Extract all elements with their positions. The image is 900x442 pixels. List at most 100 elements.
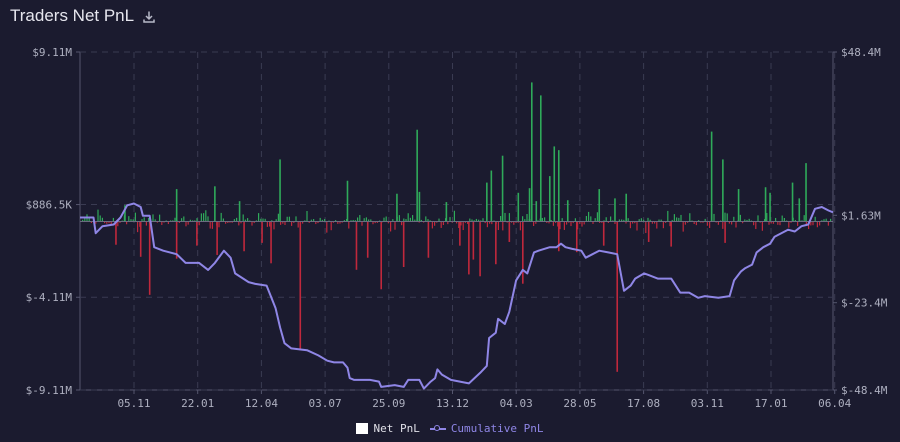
net-pnl-bar-positive [143, 217, 145, 222]
net-pnl-bar-negative [108, 221, 110, 224]
net-pnl-bar-negative [355, 221, 358, 270]
net-pnl-bar-positive [99, 215, 101, 222]
net-pnl-bar-positive [405, 219, 407, 222]
net-pnl-bar-positive [449, 217, 451, 222]
net-pnl-bar-positive [183, 216, 185, 222]
net-pnl-bar-positive [445, 202, 448, 222]
net-pnl-bar-negative [458, 221, 460, 229]
net-pnl-bar-positive [385, 216, 387, 222]
net-pnl-bar-positive [101, 217, 103, 222]
net-pnl-bar-negative [431, 221, 433, 229]
net-pnl-bar-negative [724, 221, 726, 243]
net-pnl-bar-negative [238, 221, 240, 226]
net-pnl-bar-positive [658, 219, 660, 222]
net-pnl-bar-positive [750, 220, 752, 222]
net-pnl-bar-negative [682, 221, 684, 232]
x-tick-label: 25.09 [372, 397, 405, 410]
download-icon[interactable] [142, 9, 156, 23]
net-pnl-bar-negative [651, 221, 653, 224]
net-pnl-bar-negative [557, 221, 560, 252]
net-pnl-bar-positive [830, 218, 832, 222]
net-pnl-bar-negative [243, 221, 245, 252]
net-pnl-bar-positive [277, 213, 279, 222]
legend-item-cumulative-pnl[interactable]: Cumulative PnL [429, 422, 544, 435]
net-pnl-bar-negative [634, 221, 636, 224]
net-pnl-bar-positive [493, 220, 495, 222]
cumulative-pnl-line [80, 202, 834, 390]
net-pnl-bar-negative [759, 221, 761, 223]
net-pnl-bar-negative [761, 221, 763, 231]
net-pnl-bar-negative [506, 221, 508, 223]
net-pnl-bar-positive [764, 187, 767, 222]
net-pnl-bar-negative [348, 221, 350, 229]
net-pnl-bar-positive [328, 220, 330, 222]
net-pnl-bar-positive [689, 213, 691, 222]
net-pnl-bar-negative [517, 221, 519, 223]
y-left-tick-label: $-9.11M [26, 384, 73, 397]
net-pnl-bar-negative [119, 221, 121, 223]
y-right-tick-label: $1.63M [841, 209, 881, 222]
net-pnl-bar-negative [805, 221, 807, 225]
x-tick-label: 04.03 [500, 397, 533, 410]
net-pnl-bar-negative [390, 221, 392, 232]
net-pnl-bar-negative [502, 221, 504, 231]
x-tick-label: 03.07 [309, 397, 342, 410]
net-pnl-bar-negative [117, 221, 119, 227]
net-pnl-bar-positive [306, 211, 308, 222]
net-pnl-bar-positive [420, 219, 422, 222]
net-pnl-bar-negative [753, 221, 755, 226]
net-pnl-bar-positive [220, 212, 222, 222]
net-pnl-bar-negative [436, 221, 438, 223]
net-pnl-bar-positive [471, 219, 473, 222]
net-pnl-bar-positive [242, 214, 244, 222]
net-pnl-bar-negative [816, 221, 818, 228]
net-pnl-bar-positive [112, 217, 114, 222]
net-pnl-bar-positive [612, 220, 614, 222]
net-pnl-bar-negative [695, 221, 697, 226]
legend-item-net-pnl[interactable]: Net PnL [356, 422, 420, 435]
net-pnl-bar-negative [167, 221, 169, 225]
net-pnl-bar-positive [159, 214, 161, 222]
net-pnl-bar-negative [647, 221, 650, 242]
net-pnl-bar-positive [598, 189, 601, 222]
net-pnl-bar-negative [423, 221, 425, 223]
net-pnl-bar-positive [585, 216, 587, 222]
net-pnl-bar-positive [794, 219, 796, 222]
chart-legend: Net PnL Cumulative PnL [0, 422, 900, 435]
net-pnl-bar-positive [262, 218, 264, 222]
net-pnl-bar-negative [387, 221, 389, 224]
net-pnl-bar-positive [409, 217, 411, 222]
net-pnl-bar-negative [570, 221, 572, 227]
net-pnl-bar-positive [350, 220, 352, 222]
net-pnl-bar-positive [383, 217, 385, 222]
net-pnl-bar-positive [416, 129, 418, 222]
net-pnl-bar-negative [317, 221, 319, 224]
net-pnl-bar-negative [115, 221, 117, 245]
net-pnl-bar-positive [475, 218, 477, 222]
net-pnl-bar-negative [472, 221, 475, 260]
net-pnl-bar-negative [104, 221, 106, 224]
net-pnl-bar-negative [231, 221, 233, 223]
net-pnl-bar-positive [541, 217, 543, 222]
net-pnl-bar-positive [255, 220, 257, 222]
net-pnl-bar-negative [394, 221, 396, 230]
net-pnl-bar-positive [425, 216, 427, 222]
net-pnl-bar-negative [607, 221, 609, 223]
net-pnl-bar-positive [258, 213, 260, 222]
net-pnl-bar-positive [704, 218, 706, 222]
net-pnl-bar-negative [442, 221, 444, 226]
net-pnl-bar-positive [271, 220, 273, 222]
net-pnl-bar-negative [434, 221, 436, 226]
net-pnl-bar-negative [715, 221, 717, 223]
net-pnl-bar-negative [566, 221, 568, 225]
net-pnl-bar-negative [515, 221, 517, 223]
net-pnl-bar-negative [374, 221, 376, 224]
net-pnl-bar-negative [253, 221, 255, 224]
net-pnl-bar-positive [238, 201, 241, 222]
net-pnl-bar-negative [361, 221, 363, 226]
net-pnl-bar-negative [456, 221, 458, 224]
legend-label-cumulative-pnl: Cumulative PnL [450, 422, 544, 435]
net-pnl-bar-positive [260, 218, 262, 222]
net-pnl-bar-negative [464, 221, 466, 223]
net-pnl-bar-positive [414, 219, 416, 222]
